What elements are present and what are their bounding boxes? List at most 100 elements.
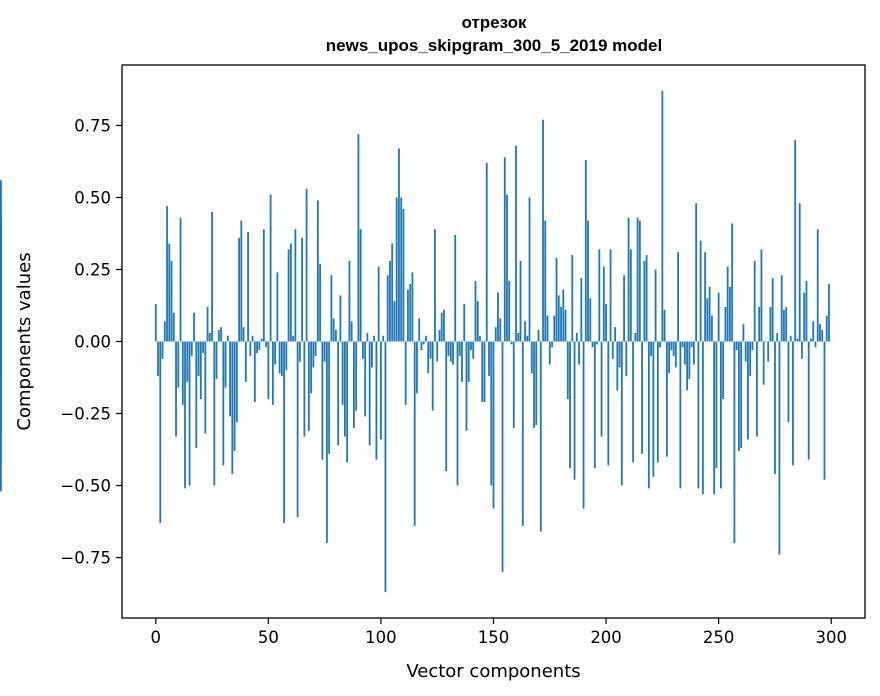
- y-axis-label: Components values: [14, 252, 35, 430]
- bar: [186, 341, 189, 382]
- bar: [425, 335, 427, 342]
- bar: [452, 341, 454, 365]
- bar: [375, 341, 378, 460]
- bar: [562, 289, 565, 342]
- bar: [474, 281, 477, 342]
- bar: [697, 341, 700, 489]
- bar: [713, 341, 716, 495]
- x-tick-label: 0: [151, 628, 162, 647]
- bar: [386, 275, 389, 342]
- bar: [411, 272, 414, 342]
- bar: [447, 341, 450, 356]
- bar: [285, 341, 288, 371]
- bar: [289, 243, 292, 342]
- bar: [431, 341, 434, 411]
- bar: [616, 341, 619, 391]
- bar: [701, 341, 704, 495]
- x-tick-label: 100: [365, 628, 397, 647]
- bar: [483, 341, 486, 402]
- bar: [348, 260, 351, 342]
- bar: [407, 289, 409, 342]
- bar: [193, 312, 195, 342]
- bar: [416, 341, 418, 394]
- bar: [454, 234, 457, 342]
- bar: [224, 341, 227, 388]
- bar: [560, 306, 562, 342]
- bar: [537, 329, 540, 342]
- bar: [738, 341, 740, 451]
- bar: [704, 252, 707, 342]
- bar: [661, 90, 664, 342]
- bar: [494, 327, 497, 342]
- bar: [310, 341, 313, 394]
- bar: [533, 341, 535, 428]
- bar: [404, 341, 407, 405]
- bar: [470, 341, 472, 351]
- bar: [353, 341, 355, 428]
- bar: [258, 341, 261, 351]
- bar: [274, 341, 276, 365]
- bar: [312, 341, 315, 368]
- bar: [301, 237, 304, 342]
- bar: [0, 341, 2, 428]
- bar: [492, 341, 495, 509]
- bar: [222, 341, 225, 466]
- bar: [499, 318, 502, 342]
- bar: [235, 341, 238, 423]
- bar: [330, 275, 333, 342]
- bar: [614, 327, 616, 342]
- x-tick-label: 150: [478, 628, 510, 647]
- bar: [708, 286, 711, 342]
- bar: [226, 335, 229, 342]
- bar: [481, 341, 484, 402]
- bar: [810, 338, 812, 342]
- bar: [801, 341, 803, 359]
- bar: [636, 217, 639, 342]
- bar: [382, 335, 385, 342]
- bar: [582, 341, 585, 509]
- bar: [776, 332, 779, 342]
- bar: [271, 341, 274, 405]
- bar: [566, 341, 569, 400]
- bar: [328, 341, 331, 454]
- bar: [278, 341, 281, 374]
- bar: [521, 341, 524, 526]
- bar: [402, 209, 405, 342]
- bar: [539, 341, 542, 532]
- bar: [391, 243, 394, 342]
- bar: [638, 220, 641, 342]
- bar: [436, 341, 439, 362]
- bar: [807, 341, 810, 460]
- bar: [283, 341, 286, 523]
- bar: [735, 341, 738, 351]
- bar: [260, 338, 263, 342]
- bar: [828, 283, 830, 342]
- bar: [467, 341, 470, 382]
- bar: [161, 341, 164, 359]
- bar: [163, 321, 166, 342]
- bar: [497, 292, 499, 342]
- y-tick-label: 0.25: [74, 260, 111, 279]
- bar: [438, 329, 441, 342]
- bar: [812, 321, 815, 342]
- bar: [262, 229, 265, 342]
- bar: [465, 341, 468, 431]
- bar: [269, 194, 272, 342]
- bar: [461, 341, 463, 382]
- chart-title-line-2: news_upos_skipgram_300_5_2019 model: [326, 36, 662, 55]
- bar: [359, 229, 362, 342]
- bar: [767, 341, 770, 362]
- bar: [602, 266, 605, 342]
- bar: [179, 217, 182, 342]
- bar: [323, 341, 326, 362]
- bar: [731, 223, 734, 342]
- bar: [668, 341, 671, 374]
- bar: [240, 220, 243, 342]
- bar: [292, 335, 295, 342]
- bar: [172, 312, 175, 342]
- bar: [573, 341, 576, 480]
- bar: [546, 315, 549, 342]
- bar: [722, 341, 725, 400]
- bar: [339, 295, 342, 342]
- chart-title-line-1: отрезок: [461, 13, 527, 32]
